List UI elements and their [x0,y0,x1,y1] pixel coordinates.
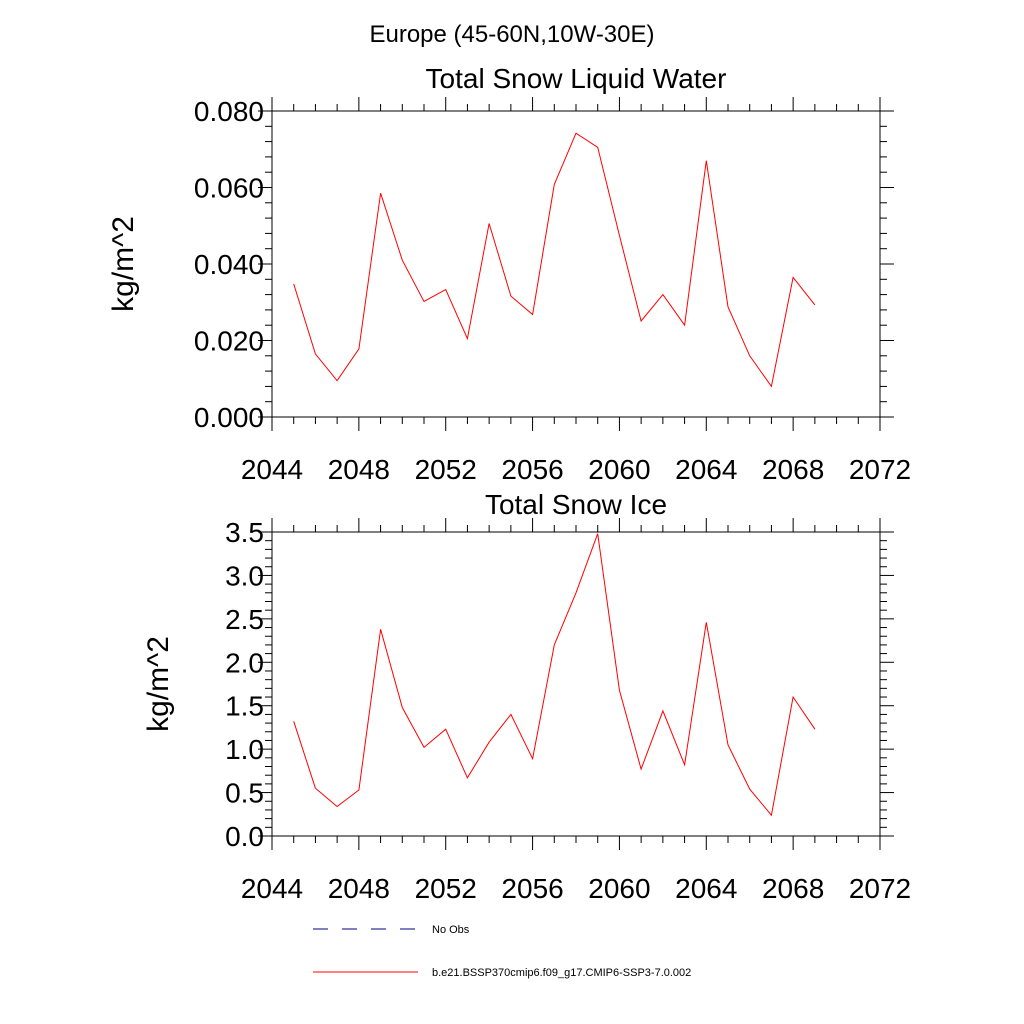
panel-snow-liquid-water: Total Snow Liquid Water kg/m^2 2044 2048 2… [107,63,911,485]
x-tick-label: 2064 [675,454,737,485]
x-tick-label: 2048 [328,454,390,485]
series-line [293,132,816,388]
y-tick-label: 3.0 [225,560,264,591]
panel-title: Total Snow Ice [485,489,667,520]
x-tick-label: 2044 [241,454,303,485]
y-tick-label: 0.040 [194,249,264,280]
legend: No Obs b.e21.BSSP370cmip6.f09_g17.CMIP6-… [313,924,691,979]
y-tick-label: 0.020 [194,326,264,357]
x-tick-label: 2060 [588,454,650,485]
y-tick-label: 0.5 [225,778,264,809]
series-line [293,533,816,817]
plot-frame [271,110,881,418]
x-tick-label: 2060 [588,873,650,904]
y-axis-label: kg/m^2 [142,636,175,732]
y-tick-label: 0.000 [194,402,264,433]
x-tick-label: 2052 [415,873,477,904]
x-tick-label: 2068 [762,873,824,904]
y-tick-label: 0.080 [194,96,264,127]
plot-frame [271,531,881,837]
y-tick-label: 2.5 [225,604,264,635]
y-tick-label: 1.0 [225,734,264,765]
x-tick-label: 2048 [328,873,390,904]
x-tick-label: 2056 [501,454,563,485]
y-tick-label: 1.5 [225,691,264,722]
panel-title: Total Snow Liquid Water [426,63,727,94]
x-tick-label: 2064 [675,873,737,904]
x-tick-label: 2056 [501,873,563,904]
y-tick-label: 3.5 [225,517,264,548]
figure-title: Europe (45-60N,10W-30E) [369,21,654,48]
y-tick-label: 0.060 [194,173,264,204]
panel-snow-ice: Total Snow Ice kg/m^2 2044 2048 2052 2056 20… [142,489,911,904]
legend-label-model: b.e21.BSSP370cmip6.f09_g17.CMIP6-SSP3-7.… [432,967,691,979]
y-tick-label: 0.0 [225,821,264,852]
x-tick-label: 2072 [849,454,911,485]
x-tick-label: 2052 [415,454,477,485]
x-tick-label: 2068 [762,454,824,485]
y-axis-label: kg/m^2 [107,216,140,312]
x-tick-label: 2072 [849,873,911,904]
y-tick-label: 2.0 [225,647,264,678]
x-tick-label: 2044 [241,873,303,904]
legend-label-no-obs: No Obs [432,924,470,936]
